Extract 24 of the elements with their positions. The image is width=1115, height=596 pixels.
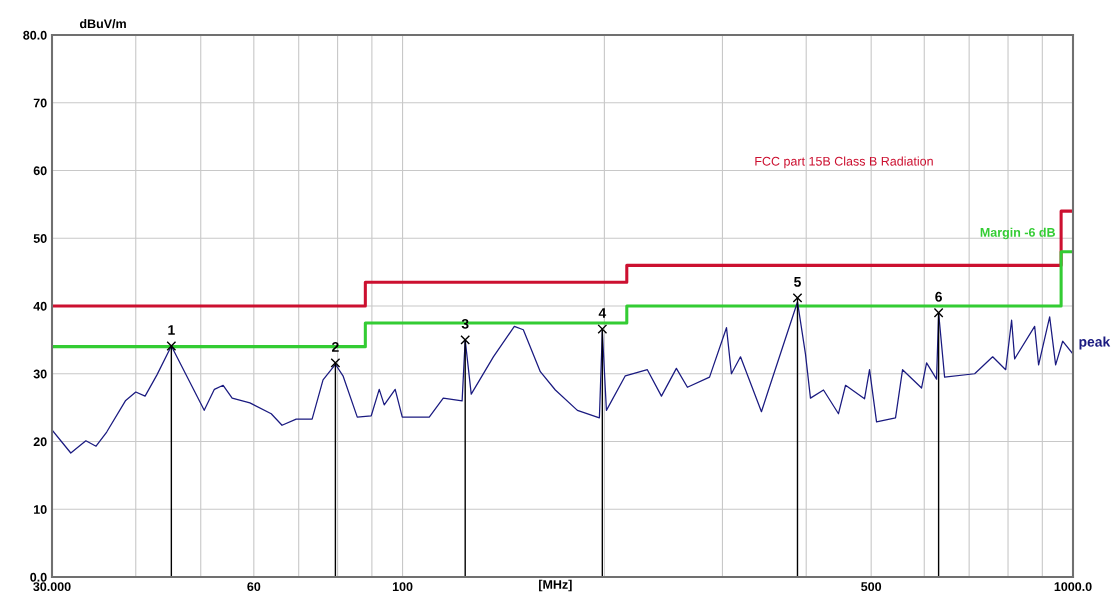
x-tick-label: 1000.0 xyxy=(1054,582,1092,592)
annotation: 1 xyxy=(168,325,175,335)
x-tick-label: 500 xyxy=(861,582,882,592)
annotation: 6 xyxy=(935,291,942,302)
x-axis-title: [MHz] xyxy=(539,579,572,592)
y-tick-label: 70 xyxy=(33,98,47,108)
series-label: Margin -6 dB xyxy=(980,227,1055,240)
y-tick-label: 0.0 xyxy=(30,572,47,582)
y-tick-label: 60 xyxy=(33,166,47,176)
text: FCC part 15B Class B Radiation xyxy=(755,156,933,169)
y-tick-label: 50 xyxy=(33,234,47,243)
y-tick-label: 20 xyxy=(33,437,47,447)
series-label: peak xyxy=(1079,336,1111,350)
y-tick-label: 10 xyxy=(34,505,47,514)
y-tick-label: 30 xyxy=(33,369,47,379)
x-tick-label: 100 xyxy=(392,582,413,592)
annotation: 3 xyxy=(461,318,469,329)
y-axis-title: dBuV/m xyxy=(79,19,126,29)
x-tick-label: 60 xyxy=(247,582,261,592)
annotation: 4 xyxy=(598,308,607,318)
y-tick-label: 40 xyxy=(33,301,47,311)
annotation: 5 xyxy=(794,277,801,287)
y-tick-label: 80.0 xyxy=(23,30,47,40)
x-tick-label: 30.000 xyxy=(33,582,71,592)
